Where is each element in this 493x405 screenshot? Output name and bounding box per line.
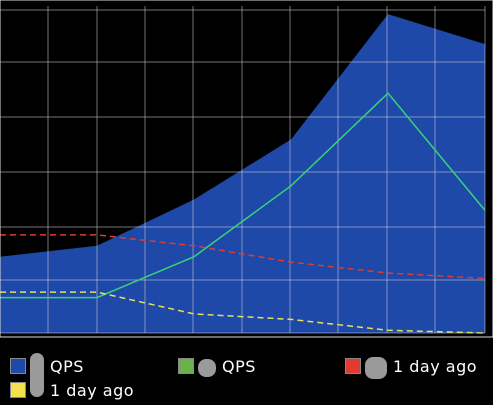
- legend-swatch-red: [345, 358, 361, 374]
- series-line-2: [0, 234, 486, 280]
- legend-label-qps-2: QPS: [222, 356, 256, 376]
- round-gray-blob-icon: [198, 359, 216, 377]
- legend-label-1-day-ago: 1 day ago: [393, 356, 478, 376]
- series-line-3: [0, 291, 486, 334]
- legend: QPS QPS 1 day ago 1 day ago: [0, 345, 493, 405]
- legend-swatch-yellow: [10, 382, 26, 398]
- legend-label-1-day-ago-2: 1 day ago: [50, 380, 135, 400]
- chart: [0, 0, 493, 338]
- round-gray-blob-icon: [365, 357, 387, 379]
- legend-swatch-blue: [10, 358, 26, 374]
- series-line-1: [0, 92, 486, 299]
- tall-gray-blob-icon: [30, 371, 44, 397]
- plot-border: [0, 0, 493, 338]
- legend-item-qps-line: QPS: [178, 353, 256, 379]
- legend-item-qps-area: QPS: [10, 353, 84, 393]
- legend-label-qps: QPS: [50, 356, 84, 376]
- legend-item-1-day-ago-red: 1 day ago: [345, 353, 477, 379]
- legend-item-1-day-ago-yellow: 1 day ago: [10, 371, 135, 403]
- legend-swatch-green: [178, 358, 194, 374]
